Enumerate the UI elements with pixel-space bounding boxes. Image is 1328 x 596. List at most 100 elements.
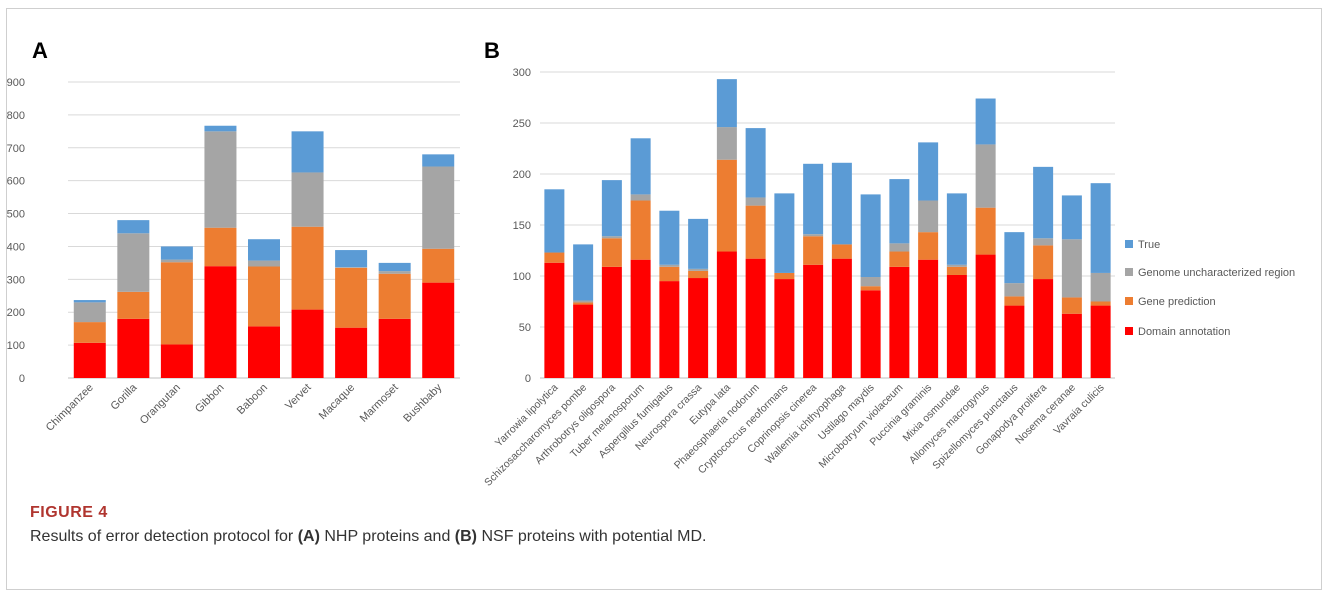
bar-segment-genome-uncharacterized-region xyxy=(573,300,594,303)
y-tick-label-a: 900 xyxy=(7,77,25,89)
x-tick-label-a: Gibbon xyxy=(193,382,227,416)
bar-segment-genome-uncharacterized-region xyxy=(1004,283,1025,297)
bar-segment-true xyxy=(1061,195,1082,240)
bar-segment-domain-annotation xyxy=(601,266,622,378)
bar-segment-genome-uncharacterized-region xyxy=(160,259,193,263)
bar-segment-true xyxy=(745,128,766,198)
y-tick-label-a: 300 xyxy=(7,274,25,286)
bar-segment-genome-uncharacterized-region xyxy=(860,277,881,287)
bar-segment-domain-annotation xyxy=(975,254,996,378)
x-tick-label-a: Vervet xyxy=(283,382,314,413)
bar-segment-domain-annotation xyxy=(860,290,881,378)
y-tick-label-a: 200 xyxy=(7,307,25,319)
bar-segment-domain-annotation xyxy=(688,278,709,378)
bar-segment-true xyxy=(378,262,411,272)
legend-swatch xyxy=(1125,240,1133,248)
bar-segment-true xyxy=(117,220,150,234)
bar-segment-domain-annotation xyxy=(831,258,852,378)
bar-segment-gene-prediction xyxy=(716,159,737,252)
bar-segment-gene-prediction xyxy=(630,200,651,260)
bar-segment-domain-annotation xyxy=(716,251,737,378)
bar-segment-gene-prediction xyxy=(204,227,237,267)
y-tick-label-b: 250 xyxy=(513,118,531,130)
y-tick-label-a: 0 xyxy=(19,373,25,385)
bar-segment-true xyxy=(291,131,324,173)
x-tick-label-a: Bushbaby xyxy=(401,381,444,424)
bar-segment-gene-prediction xyxy=(1033,245,1054,280)
bar-segment-genome-uncharacterized-region xyxy=(659,264,680,267)
bar-segment-genome-uncharacterized-region xyxy=(1061,239,1082,298)
x-tick-label-a: Marmoset xyxy=(358,382,401,425)
y-tick-label-a: 700 xyxy=(7,143,25,155)
bar-segment-domain-annotation xyxy=(378,318,411,378)
x-tick-label-a: Macaque xyxy=(317,382,357,422)
bar-segment-domain-annotation xyxy=(803,264,824,378)
bar-segment-true xyxy=(946,193,967,265)
bar-segment-gene-prediction xyxy=(831,244,852,259)
bar-segment-genome-uncharacterized-region xyxy=(630,194,651,201)
bar-segment-genome-uncharacterized-region xyxy=(73,302,106,323)
y-tick-label-b: 200 xyxy=(513,169,531,181)
bar-segment-true xyxy=(831,162,852,245)
bar-segment-gene-prediction xyxy=(422,248,455,283)
legend-label: Gene prediction xyxy=(1138,296,1216,308)
bar-segment-domain-annotation xyxy=(204,266,237,378)
bar-segment-domain-annotation xyxy=(291,309,324,378)
bar-segment-domain-annotation xyxy=(573,304,594,378)
bar-segment-genome-uncharacterized-region xyxy=(918,200,939,233)
bar-segment-true xyxy=(1033,166,1054,239)
bar-segment-gene-prediction xyxy=(803,236,824,265)
bar-segment-genome-uncharacterized-region xyxy=(291,172,324,227)
bar-segment-gene-prediction xyxy=(601,238,622,267)
y-tick-label-a: 100 xyxy=(7,340,25,352)
bar-segment-gene-prediction xyxy=(573,302,594,305)
bar-segment-genome-uncharacterized-region xyxy=(946,264,967,267)
bar-segment-gene-prediction xyxy=(946,266,967,275)
legend-label: Genome uncharacterized region xyxy=(1138,267,1295,279)
bar-segment-gene-prediction xyxy=(918,232,939,260)
bar-segment-domain-annotation xyxy=(1090,305,1111,378)
bar-segment-genome-uncharacterized-region xyxy=(378,271,411,274)
bar-segment-domain-annotation xyxy=(745,258,766,378)
bar-segment-domain-annotation xyxy=(946,274,967,378)
bar-segment-genome-uncharacterized-region xyxy=(1033,238,1054,246)
legend-swatch xyxy=(1125,327,1133,335)
bar-segment-domain-annotation xyxy=(889,266,910,378)
bar-segment-domain-annotation xyxy=(422,282,455,378)
bar-segment-domain-annotation xyxy=(1033,279,1054,378)
bar-segment-domain-annotation xyxy=(73,342,106,378)
bar-segment-true xyxy=(918,142,939,201)
bar-segment-true xyxy=(803,163,824,235)
bar-segment-genome-uncharacterized-region xyxy=(422,166,455,249)
bar-segment-gene-prediction xyxy=(335,267,368,328)
legend-label: Domain annotation xyxy=(1138,326,1230,338)
y-tick-label-b: 150 xyxy=(513,220,531,232)
panel-letter-a: A xyxy=(32,38,48,63)
bar-segment-genome-uncharacterized-region xyxy=(716,127,737,160)
bar-segment-true xyxy=(204,125,237,132)
bar-segment-gene-prediction xyxy=(73,322,106,343)
y-tick-label-b: 100 xyxy=(513,271,531,283)
bar-segment-domain-annotation xyxy=(918,259,939,378)
y-tick-label-a: 400 xyxy=(7,241,25,253)
bar-segment-domain-annotation xyxy=(248,326,280,378)
bar-segment-gene-prediction xyxy=(117,291,150,319)
bar-segment-true xyxy=(889,179,910,244)
bar-segment-true xyxy=(774,193,795,273)
bar-segment-genome-uncharacterized-region xyxy=(688,268,709,271)
x-tick-label-b: Vavraia culicis xyxy=(1051,382,1106,437)
bar-segment-true xyxy=(975,98,996,145)
bar-segment-genome-uncharacterized-region xyxy=(601,236,622,239)
bar-segment-gene-prediction xyxy=(860,286,881,291)
bar-segment-gene-prediction xyxy=(291,226,324,310)
bar-segment-gene-prediction xyxy=(745,205,766,259)
legend-swatch xyxy=(1125,297,1133,305)
legend-swatch xyxy=(1125,268,1133,276)
bar-segment-gene-prediction xyxy=(889,251,910,267)
bar-segment-domain-annotation xyxy=(117,318,150,378)
bar-segment-true xyxy=(73,300,106,303)
bar-segment-true xyxy=(160,246,193,260)
bar-segment-gene-prediction xyxy=(1004,296,1025,306)
bar-segment-true xyxy=(630,138,651,195)
